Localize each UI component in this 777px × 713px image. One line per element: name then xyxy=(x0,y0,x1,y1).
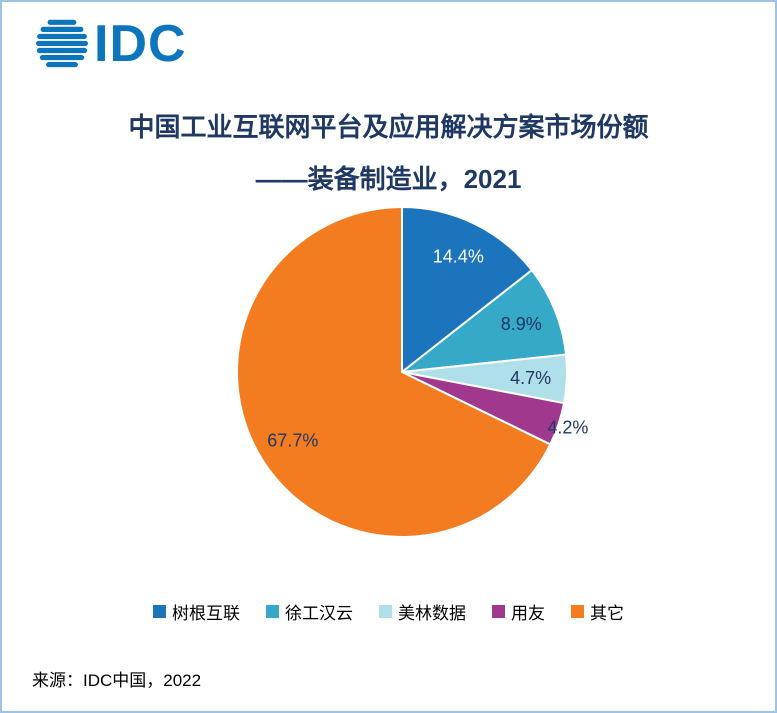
pie-value-label: 4.7% xyxy=(510,368,551,388)
legend-label: 树根互联 xyxy=(172,604,240,623)
pie-value-label: 67.7% xyxy=(267,430,318,450)
legend-label: 徐工汉云 xyxy=(285,604,353,623)
idc-logo-text: IDC xyxy=(94,15,187,73)
pie-slice-其它 xyxy=(236,206,552,538)
legend-swatch-icon xyxy=(153,605,166,618)
pie-chart: 14.4% 8.9% 4.7% 4.2% 67.7% xyxy=(172,172,632,592)
pie-value-label: 8.9% xyxy=(501,314,542,334)
legend-label: 用友 xyxy=(511,604,545,623)
source-note: 来源：IDC中国，2022 xyxy=(32,671,202,690)
legend-item-5: 其它 xyxy=(571,599,624,624)
legend-item-3: 美林数据 xyxy=(379,599,466,624)
chart-title-line1: 中国工业互联网平台及应用解决方案市场份额 xyxy=(128,112,649,142)
legend-swatch-icon xyxy=(379,605,392,618)
chart-title-line2: ——装备制造业，2021 xyxy=(255,164,522,194)
pie-slice-徐工汉云 xyxy=(401,269,568,373)
chart-title-block: 中国工业互联网平台及应用解决方案市场份额 ——装备制造业，2021 xyxy=(2,110,775,196)
legend-label: 美林数据 xyxy=(398,604,466,623)
pie-slice-树根互联 xyxy=(401,206,533,373)
pie-value-label: 14.4% xyxy=(433,247,484,267)
chart-legend: 树根互联 徐工汉云 美林数据 用友 其它 xyxy=(2,599,775,624)
legend-item-4: 用友 xyxy=(492,599,545,624)
legend-swatch-icon xyxy=(571,605,584,618)
legend-label: 其它 xyxy=(590,604,624,623)
idc-logo: IDC xyxy=(36,18,187,70)
legend-swatch-icon xyxy=(266,605,279,618)
pie-value-label: 4.2% xyxy=(547,418,588,438)
idc-globe-icon xyxy=(36,19,88,68)
pie-chart-svg: 14.4% 8.9% 4.7% 4.2% 67.7% xyxy=(236,206,588,538)
legend-item-2: 徐工汉云 xyxy=(266,599,353,624)
legend-item-1: 树根互联 xyxy=(153,599,240,624)
legend-swatch-icon xyxy=(492,605,505,618)
